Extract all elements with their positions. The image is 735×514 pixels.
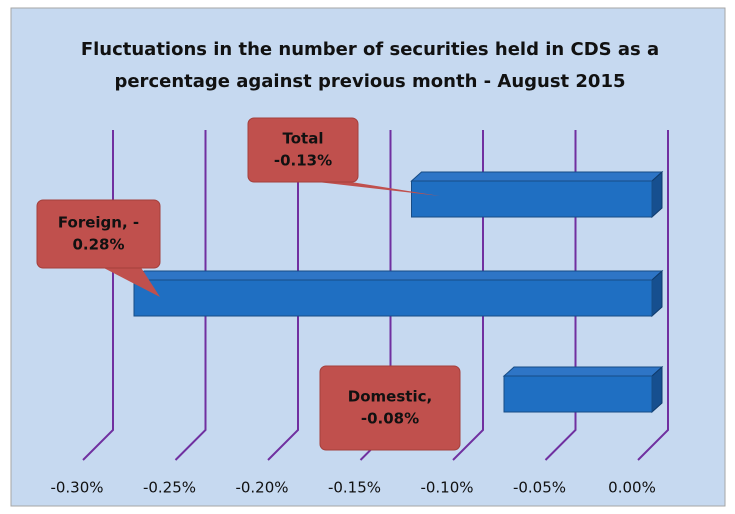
grid-line (267, 130, 299, 461)
data-label: 0.28% (72, 236, 124, 254)
data-label: Domestic, (348, 388, 432, 406)
data-label: Total (283, 130, 324, 148)
bar (503, 375, 653, 413)
grid-line (452, 130, 484, 461)
data-label: -0.13% (274, 152, 332, 170)
bar-top (410, 171, 664, 182)
bar (411, 180, 653, 218)
grid-line (174, 130, 207, 461)
callout (247, 117, 359, 183)
x-tick-label: 0.00% (608, 479, 656, 497)
chart-title: Fluctuations in the number of securities… (80, 39, 660, 92)
x-tick-label: -0.20% (235, 479, 288, 497)
x-tick-label: -0.30% (50, 479, 103, 497)
grid-line (637, 130, 669, 461)
bar (133, 279, 653, 317)
callout (319, 365, 461, 451)
callout-pointer (100, 266, 160, 297)
bar-top (132, 270, 664, 281)
bar-top (502, 366, 664, 377)
grid-line (544, 130, 577, 461)
x-tick-label: -0.10% (420, 479, 473, 497)
callout (36, 199, 161, 269)
data-label: Foreign, - (58, 214, 139, 232)
x-tick-label: -0.15% (328, 479, 381, 497)
data-label: -0.08% (361, 410, 419, 428)
callout-pointer (300, 180, 440, 196)
x-tick-label: -0.25% (143, 479, 196, 497)
x-tick-label: -0.05% (513, 479, 566, 497)
